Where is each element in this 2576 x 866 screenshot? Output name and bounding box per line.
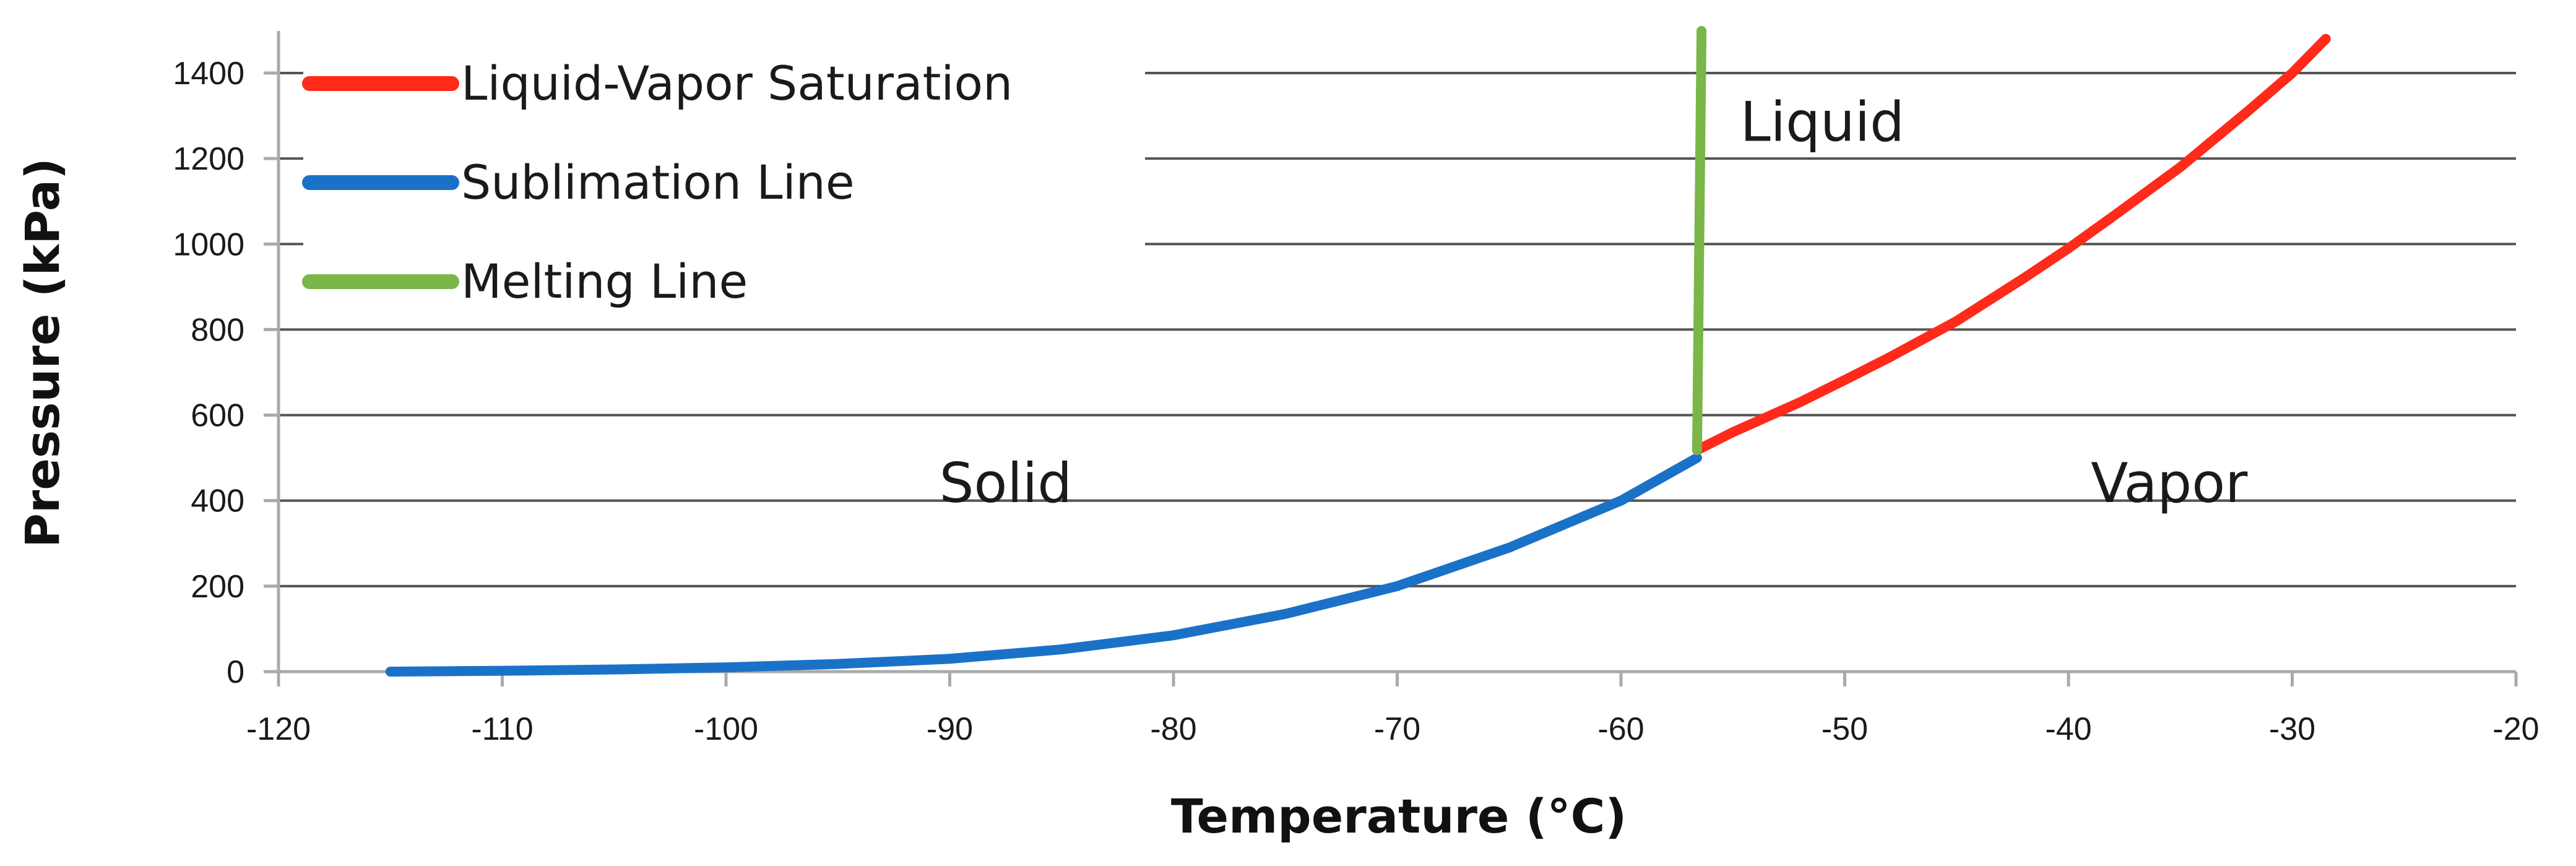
x-axis-title: Temperature (°C) [1171, 789, 1627, 844]
y-tick-label: 0 [227, 654, 244, 690]
x-tick-label: -120 [246, 711, 311, 747]
y-tick-label: 600 [191, 398, 244, 434]
x-tick-label: -30 [2269, 711, 2315, 747]
x-tick-label: -70 [1374, 711, 1420, 747]
x-tick-label: -100 [694, 711, 758, 747]
legend-entry-label: Liquid-Vapor Saturation [461, 56, 1013, 111]
legend: Liquid-Vapor Saturation Sublimation Line M… [302, 56, 1013, 309]
region-label-liquid: Liquid [1740, 90, 1904, 154]
series-line-melting-line [1692, 26, 1707, 456]
x-tick-label: -60 [1597, 711, 1644, 747]
y-tick-label: 200 [191, 569, 244, 605]
region-label-vapor: Vapor [2091, 451, 2248, 515]
legend-entry-label: Sublimation Line [461, 155, 855, 210]
x-tick-labels: -120 -110 -100 -90 -80 -70 -60 -50 -40 -30 -20 [246, 711, 2539, 747]
y-tick-label: 1000 [173, 227, 244, 262]
region-label-solid: Solid [940, 451, 1072, 515]
y-tick-label: 800 [191, 312, 244, 348]
y-tick-labels: 0 200 400 600 800 1000 1200 1400 [173, 56, 244, 690]
series-lines [385, 26, 2331, 677]
series-line-liquid-vapor-saturation [1692, 33, 2331, 456]
y-tick-label: 1400 [173, 56, 244, 92]
x-tick-label: -80 [1150, 711, 1196, 747]
x-tick-label: -20 [2492, 711, 2539, 747]
y-tick-label: 400 [191, 483, 244, 519]
x-tick-label: -90 [927, 711, 973, 747]
y-tick-label: 1200 [173, 141, 244, 177]
region-labels: Solid Liquid Vapor [940, 90, 2248, 515]
legend-entry-label: Melting Line [461, 254, 748, 309]
x-tick-label: -40 [2045, 711, 2091, 747]
x-tick-label: -50 [1822, 711, 1868, 747]
x-tick-label: -110 [471, 711, 533, 747]
series-line-sublimation-line [385, 452, 1702, 677]
y-axis-title: Pressure (kPa) [15, 158, 70, 548]
